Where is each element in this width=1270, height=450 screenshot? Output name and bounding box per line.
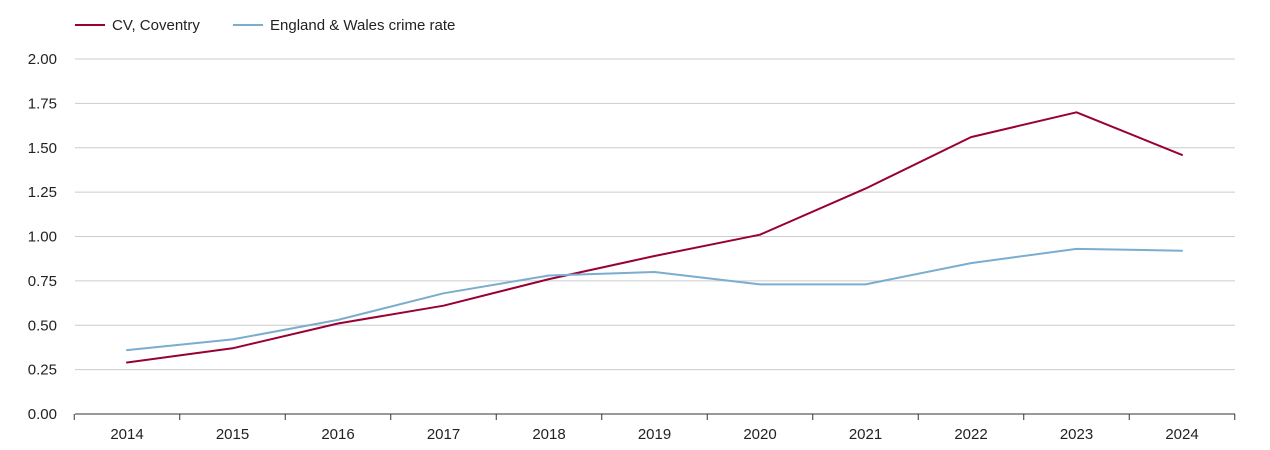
y-tick-label: 0.50 (28, 317, 57, 334)
x-tick-label: 2019 (638, 426, 671, 443)
x-tick-label: 2017 (427, 426, 460, 443)
x-tick-label: 2016 (321, 426, 354, 443)
x-tick-label: 2023 (1060, 426, 1093, 443)
legend: CV, Coventry England & Wales crime rate (75, 17, 455, 34)
legend-item-coventry[interactable]: CV, Coventry (75, 17, 200, 34)
y-tick-label: 0.00 (28, 406, 57, 423)
x-axis-ticks (73, 414, 1236, 420)
x-tick-label: 2024 (1165, 426, 1198, 443)
x-tick-label: 2018 (532, 426, 565, 443)
x-tick-label: 2022 (954, 426, 987, 443)
y-tick-label: 0.25 (28, 362, 57, 379)
x-tick-label: 2015 (216, 426, 249, 443)
legend-item-england-wales[interactable]: England & Wales crime rate (233, 17, 455, 34)
y-tick-label: 0.75 (28, 273, 57, 290)
series-line-england-wales (126, 247, 1183, 352)
legend-label-coventry: CV, Coventry (112, 17, 200, 34)
legend-label-england-wales: England & Wales crime rate (270, 17, 455, 34)
y-tick-label: 1.00 (28, 229, 57, 246)
series-lines (126, 111, 1183, 364)
series-line-coventry (126, 111, 1183, 364)
x-tick-label: 2021 (849, 426, 882, 443)
x-tick-label: 2020 (743, 426, 776, 443)
x-axis-tick-labels: 2014 2015 2016 2017 2018 2019 2020 2021 2022 2023… (110, 426, 1198, 443)
y-tick-label: 1.50 (28, 140, 57, 157)
y-tick-label: 1.25 (28, 184, 57, 201)
y-axis-tick-labels: 0.00 0.25 0.50 0.75 1.00 1.25 1.50 1.75 2.00 (28, 51, 57, 423)
x-tick-label: 2014 (110, 426, 143, 443)
y-tick-label: 1.75 (28, 95, 57, 112)
gridlines (75, 58, 1235, 371)
y-tick-label: 2.00 (28, 51, 57, 68)
